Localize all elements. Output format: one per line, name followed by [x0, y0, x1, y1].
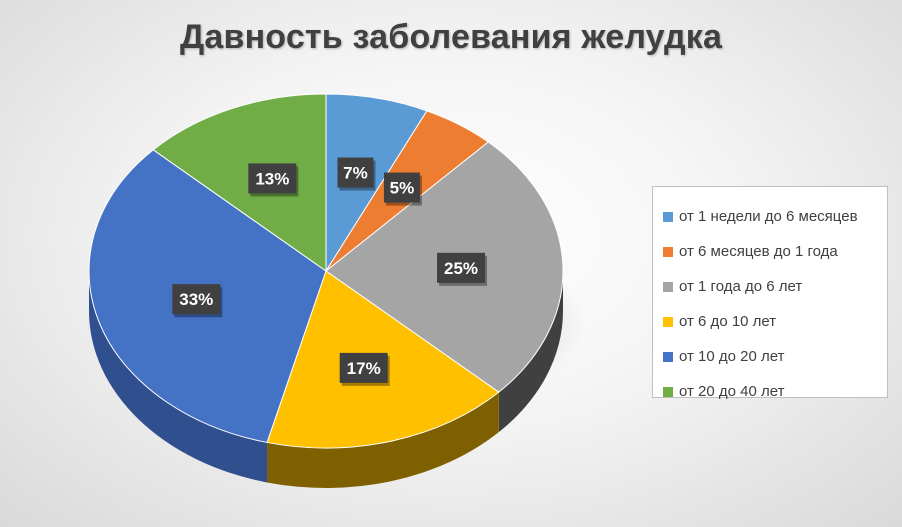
slice-6-value-text: 13% [255, 169, 289, 188]
legend-label: от 6 месяцев до 1 года [679, 243, 838, 260]
slice-5-data-label: 33% [172, 284, 223, 318]
slice-2-value-text: 5% [390, 179, 415, 198]
legend-swatch [663, 246, 673, 257]
slice-2-data-label: 5% [383, 172, 422, 206]
legend-swatch [663, 211, 673, 222]
legend-swatch [663, 281, 673, 292]
slice-1-top [325, 93, 428, 272]
slice-3-data-label: 25% [437, 252, 488, 286]
legend-swatch [663, 351, 673, 362]
slice-1-data-label: 7% [337, 157, 376, 191]
legend-item: от 1 года до 6 лет [663, 269, 887, 304]
legend-item: от 10 до 20 лет [663, 339, 887, 374]
legend-label: от 1 года до 6 лет [679, 278, 803, 295]
legend-item: от 1 недели до 6 месяцев [663, 199, 887, 234]
slice-3-side [498, 271, 563, 433]
slice-5-side [89, 271, 268, 483]
chart-legend: от 1 недели до 6 месяцев от 6 месяцев до … [652, 186, 888, 400]
slice-4-value-text: 17% [347, 359, 381, 378]
slice-4-data-label: 17% [339, 352, 390, 386]
slice-6-data-label: 13% [248, 163, 299, 197]
legend-label: от 1 недели до 6 месяцев [679, 208, 858, 225]
legend-item: от 6 до 10 лет [663, 304, 887, 339]
legend-item: от 20 до 40 лет [663, 374, 887, 409]
slice-1-value-text: 7% [343, 164, 368, 183]
legend-label: от 6 до 10 лет [679, 313, 777, 330]
slice-6-top [152, 93, 327, 272]
legend-item: от 6 месяцев до 1 года [663, 234, 887, 269]
slice-4-side [267, 392, 499, 488]
slice-5-value-text: 33% [179, 290, 213, 309]
chart-title: Давность заболевания желудка [179, 18, 723, 56]
legend-label: от 20 до 40 лет [679, 383, 785, 400]
legend-swatch [663, 316, 673, 327]
legend-swatch [663, 386, 673, 397]
legend-label: от 10 до 20 лет [679, 348, 785, 365]
slice-3-value-text: 25% [444, 259, 478, 278]
